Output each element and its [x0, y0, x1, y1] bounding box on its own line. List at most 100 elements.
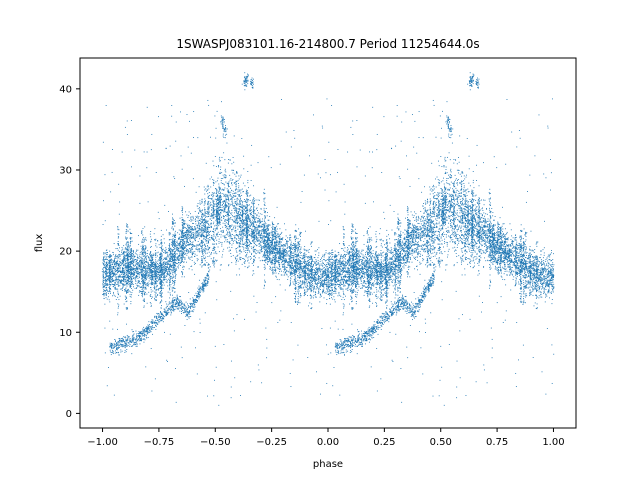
- data-point: [371, 256, 373, 258]
- data-point: [485, 237, 487, 239]
- data-point: [125, 268, 127, 270]
- data-point: [358, 286, 360, 288]
- data-point: [218, 200, 220, 202]
- data-point: [401, 249, 403, 251]
- data-point: [417, 236, 419, 238]
- data-point: [314, 283, 316, 284]
- data-point: [416, 237, 418, 239]
- data-point: [125, 266, 127, 268]
- data-point: [108, 280, 110, 282]
- data-point: [447, 242, 449, 244]
- data-point: [189, 234, 191, 236]
- data-point: [130, 279, 132, 281]
- data-point: [240, 220, 242, 221]
- data-point: [225, 219, 227, 220]
- data-point: [178, 245, 180, 247]
- data-point: [190, 237, 192, 238]
- data-point: [436, 194, 438, 196]
- data-point: [281, 263, 283, 265]
- data-point: [151, 274, 153, 276]
- data-point: [375, 272, 377, 274]
- data-point: [105, 278, 107, 280]
- data-point: [273, 235, 275, 237]
- data-point: [314, 274, 315, 276]
- data-point: [122, 253, 124, 255]
- data-point: [142, 293, 144, 295]
- data-point: [154, 270, 156, 272]
- data-point: [236, 214, 238, 216]
- data-point: [545, 285, 547, 287]
- data-point: [241, 233, 243, 235]
- data-point: [334, 254, 336, 256]
- data-point: [198, 228, 200, 230]
- data-point: [476, 246, 478, 248]
- data-point: [291, 269, 292, 271]
- data-point: [312, 279, 314, 281]
- data-point: [398, 263, 400, 265]
- data-point: [502, 245, 504, 247]
- data-point: [236, 218, 238, 220]
- data-point: [302, 287, 304, 289]
- data-point: [413, 234, 414, 236]
- data-point: [137, 285, 139, 287]
- data-point: [146, 272, 148, 274]
- data-point: [424, 248, 426, 250]
- data-point: [437, 239, 439, 240]
- data-point: [416, 226, 418, 228]
- data-point: [412, 238, 414, 240]
- data-point: [356, 257, 358, 259]
- data-point: [183, 251, 185, 253]
- data-point: [481, 224, 483, 226]
- data-point: [508, 254, 510, 256]
- data-point: [205, 222, 207, 224]
- data-point: [422, 231, 424, 232]
- data-point: [494, 268, 496, 270]
- data-point: [502, 278, 504, 280]
- data-point: [304, 249, 306, 251]
- data-point: [432, 222, 434, 224]
- data-point: [228, 250, 230, 252]
- data-point: [320, 283, 322, 285]
- data-point: [180, 257, 182, 259]
- data-point: [440, 181, 442, 183]
- data-point: [229, 192, 230, 194]
- data-point: [136, 269, 138, 271]
- data-point: [181, 256, 183, 258]
- data-point: [124, 264, 126, 266]
- data-point: [446, 230, 448, 232]
- data-point: [286, 242, 288, 244]
- data-point: [157, 289, 159, 291]
- data-point: [207, 204, 209, 206]
- data-point: [517, 272, 519, 274]
- data-point: [440, 259, 442, 261]
- data-point: [338, 284, 340, 285]
- data-point: [333, 292, 335, 294]
- data-point: [462, 228, 464, 230]
- data-point: [192, 233, 194, 235]
- data-point: [500, 248, 502, 250]
- data-point: [445, 187, 447, 189]
- data-point: [181, 248, 183, 250]
- data-point: [202, 224, 204, 226]
- data-point: [157, 276, 159, 278]
- data-point: [169, 280, 171, 282]
- data-point: [379, 280, 381, 282]
- data-point: [427, 199, 428, 201]
- data-point: [447, 193, 449, 194]
- data-point: [290, 257, 292, 259]
- data-point: [228, 159, 229, 160]
- data-point: [428, 257, 430, 259]
- data-point: [532, 285, 534, 287]
- data-point: [469, 220, 471, 222]
- data-point: [312, 260, 313, 262]
- data-point: [112, 284, 114, 285]
- data-point: [508, 252, 510, 254]
- data-point: [487, 229, 489, 231]
- data-point: [241, 222, 243, 224]
- data-point: [411, 223, 413, 225]
- data-point: [538, 278, 540, 280]
- data-point: [254, 230, 256, 232]
- data-point: [194, 237, 196, 239]
- data-point: [249, 220, 250, 222]
- data-point: [500, 275, 502, 277]
